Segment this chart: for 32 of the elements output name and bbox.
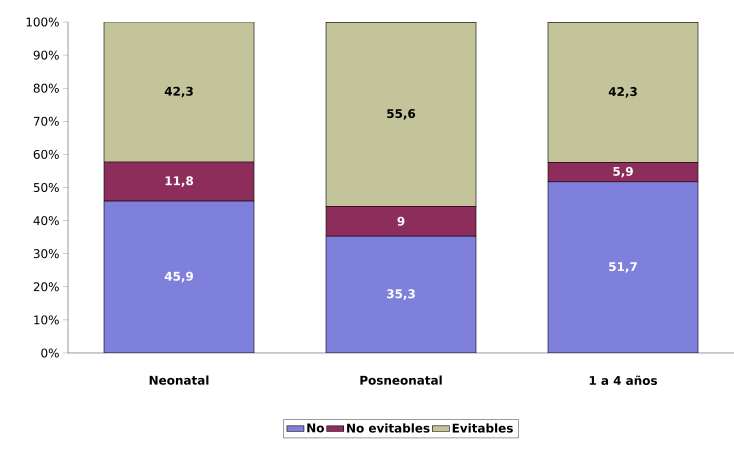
bar xyxy=(104,201,254,353)
y-tick-label: 80% xyxy=(34,84,59,93)
legend-label: Evitables xyxy=(452,423,513,433)
x-tick-label: Neonatal xyxy=(150,376,208,385)
data-label: 5,9 xyxy=(613,166,633,178)
bar xyxy=(548,22,698,163)
y-tick-label: 60% xyxy=(34,150,59,159)
data-label: 55,6 xyxy=(387,109,416,120)
data-label: 42,3 xyxy=(608,87,637,98)
bar xyxy=(104,22,254,162)
y-tick-label: 90% xyxy=(34,50,59,60)
data-label: 51,7 xyxy=(609,262,637,273)
data-label: 45,9 xyxy=(164,272,193,282)
legend-label: No xyxy=(307,424,324,432)
y-tick-label: 70% xyxy=(34,116,59,126)
x-tick-label: Posneonatal xyxy=(360,376,442,385)
bar xyxy=(326,236,476,353)
y-tick-label: 100% xyxy=(26,17,59,27)
bar xyxy=(548,182,698,353)
data-label: 9 xyxy=(397,216,404,226)
y-tick-label: 10% xyxy=(34,315,59,324)
legend-label: No evitables xyxy=(347,423,430,433)
data-label: 11,8 xyxy=(166,176,194,187)
data-label: 35,3 xyxy=(387,289,415,300)
data-label: 42,3 xyxy=(164,86,193,98)
x-tick-label: 1 a 4 años xyxy=(590,376,657,385)
bar xyxy=(326,22,476,207)
y-tick-label: 30% xyxy=(34,249,59,258)
y-tick-label: 40% xyxy=(33,216,59,226)
y-tick-label: 20% xyxy=(34,282,59,292)
y-tick-label: 50% xyxy=(34,182,59,192)
y-tick-label: 0% xyxy=(41,348,59,358)
